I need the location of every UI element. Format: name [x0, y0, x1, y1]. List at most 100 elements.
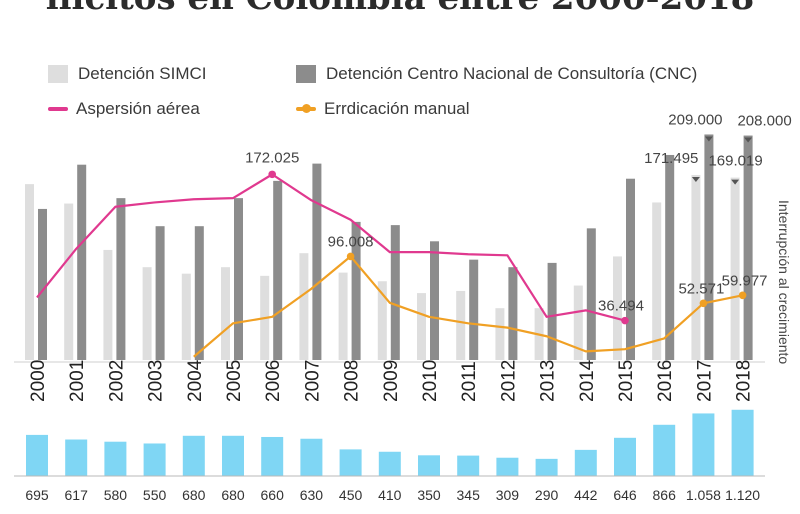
legend-cnc-swatch: [296, 65, 316, 83]
bottom-bar-2016: [653, 424, 676, 476]
legend-aerial-swatch: [48, 107, 68, 111]
bar-simci-2009: [377, 281, 387, 360]
annotation-label-2: 96.008: [328, 233, 374, 250]
bottom-bar-2005: [222, 435, 244, 476]
bar-cnc-2002: [116, 198, 126, 360]
bar-cnc-2017: [704, 134, 714, 360]
bar-simci-2012: [495, 308, 505, 360]
arrow-marker-simci-2018: [731, 179, 740, 185]
bottom-value-label-2013: 290: [535, 487, 559, 503]
legend-manual-label: Errdicación manual: [324, 99, 470, 118]
bar-cnc-2006: [273, 180, 283, 360]
year-label-2001: 2001: [67, 360, 88, 402]
annotation-label-0: 172.025: [245, 149, 299, 166]
manual-point-2018: [738, 291, 747, 300]
legend-aerial: Aspersión aérea: [48, 99, 200, 119]
legend-simci-swatch: [48, 65, 68, 83]
year-label-2013: 2013: [538, 360, 559, 402]
bar-simci-2005: [221, 267, 230, 360]
bottom-value-label-2011: 345: [457, 487, 481, 503]
annotation-label-4: 59.977: [722, 272, 768, 289]
bottom-bar-2011: [457, 455, 480, 476]
bar-cnc-2009: [390, 225, 400, 360]
legend-simci-label: Detención SIMCI: [78, 64, 207, 83]
annotation-label-7: 209.000: [668, 111, 722, 128]
bottom-value-label-2009: 410: [378, 487, 402, 503]
bar-simci-2018: [730, 177, 740, 360]
annotation-label-3: 52.571: [678, 280, 724, 297]
bar-cnc-2015: [626, 178, 635, 360]
bottom-value-label-2010: 350: [417, 487, 441, 503]
bottom-value-label-2004: 680: [182, 487, 206, 503]
bar-cnc-2010: [430, 241, 439, 360]
chart-title: ilícitos en Colombia entre 2000-2018: [0, 0, 800, 18]
bottom-value-label-2006: 660: [261, 487, 285, 503]
bottom-bar-2014: [574, 449, 597, 476]
bar-simci-2000: [25, 184, 34, 360]
bar-cnc-2012: [508, 267, 518, 360]
legend-aerial-label: Aspersión aérea: [76, 99, 200, 118]
bar-cnc-2001: [77, 164, 87, 360]
bottom-bar-2004: [182, 435, 205, 476]
bar-cnc-2016: [665, 154, 675, 360]
annotation-label-8: 208.000: [737, 113, 791, 130]
arrow-marker-simci-2017: [691, 176, 700, 182]
bottom-value-label-2014: 442: [574, 487, 598, 503]
bar-cnc-2000: [38, 208, 47, 360]
bar-simci-2016: [652, 202, 662, 360]
legend-cnc: Detención Centro Nacional de Consultoría…: [296, 64, 697, 84]
bottom-value-label-2007: 630: [300, 487, 324, 503]
bottom-bar-2008: [339, 449, 362, 476]
bar-simci-2008: [338, 272, 348, 360]
bar-cnc-2004: [194, 226, 204, 360]
year-label-2018: 2018: [734, 360, 755, 402]
arrow-marker-cnc-2017: [704, 136, 713, 142]
bottom-value-label-2002: 580: [104, 487, 128, 503]
legend-manual-swatch: [296, 104, 316, 113]
arrow-marker-cnc-2018: [744, 137, 753, 143]
year-label-2010: 2010: [420, 360, 441, 402]
bottom-bar-2015: [614, 437, 636, 476]
bar-cnc-2003: [155, 226, 165, 360]
bottom-value-label-2003: 550: [143, 487, 167, 503]
bottom-bar-2003: [143, 443, 166, 476]
legend-cnc-label: Detención Centro Nacional de Consultoría…: [326, 64, 698, 83]
year-label-2008: 2008: [342, 360, 363, 402]
annotation-label-6: 169.019: [708, 153, 762, 170]
bottom-bar-2006: [261, 436, 284, 476]
bottom-bar-2000: [26, 434, 48, 476]
bottom-value-label-2000: 695: [25, 487, 49, 503]
manual-point-2017: [699, 299, 708, 308]
bar-simci-2017: [691, 174, 701, 360]
year-label-2017: 2017: [694, 360, 715, 402]
year-label-2014: 2014: [577, 359, 598, 402]
bottom-bar-2010: [418, 455, 440, 476]
bottom-bar-2001: [65, 439, 88, 476]
year-label-2011: 2011: [459, 361, 480, 402]
year-label-2015: 2015: [616, 360, 637, 402]
year-label-2012: 2012: [498, 360, 519, 402]
bottom-bar-2002: [104, 441, 127, 476]
annotation-label-1: 36.494: [598, 298, 644, 315]
year-label-2007: 2007: [302, 360, 323, 402]
bottom-value-label-2008: 450: [339, 487, 363, 503]
legend-simci: Detención SIMCI: [48, 64, 207, 84]
bar-cnc-2018: [743, 135, 753, 360]
bottom-bar-2018: [731, 409, 754, 476]
bar-simci-2001: [64, 203, 74, 360]
bar-simci-2010: [417, 293, 426, 360]
year-label-2006: 2006: [263, 360, 284, 402]
manual-line: [193, 255, 743, 358]
bottom-value-label-2015: 646: [613, 487, 637, 503]
bottom-value-label-2005: 680: [221, 487, 245, 503]
bar-cnc-2014: [586, 228, 596, 360]
bar-cnc-2011: [469, 259, 479, 360]
year-label-2005: 2005: [224, 360, 245, 402]
year-label-2002: 2002: [106, 360, 127, 402]
year-label-2009: 2009: [381, 360, 402, 402]
aerial-point-2015: [621, 316, 629, 325]
year-label-2003: 2003: [146, 360, 167, 402]
bar-cnc-2005: [234, 198, 243, 360]
bar-simci-2014: [573, 285, 583, 360]
